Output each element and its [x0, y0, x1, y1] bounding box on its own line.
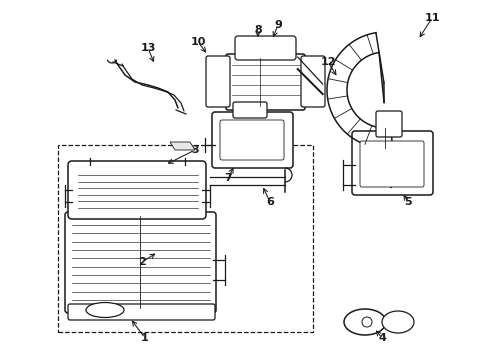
FancyBboxPatch shape — [68, 161, 206, 219]
FancyBboxPatch shape — [360, 141, 424, 187]
Ellipse shape — [382, 311, 414, 333]
Polygon shape — [170, 142, 195, 150]
Polygon shape — [327, 33, 394, 148]
Text: 8: 8 — [254, 25, 262, 35]
FancyBboxPatch shape — [233, 102, 267, 118]
FancyBboxPatch shape — [376, 111, 402, 137]
Text: 3: 3 — [191, 145, 199, 155]
FancyBboxPatch shape — [212, 112, 293, 168]
Text: 13: 13 — [140, 43, 156, 53]
FancyBboxPatch shape — [352, 131, 433, 195]
Text: 9: 9 — [274, 20, 282, 30]
Text: 4: 4 — [378, 333, 386, 343]
Text: 5: 5 — [404, 197, 412, 207]
Text: 11: 11 — [424, 13, 440, 23]
FancyBboxPatch shape — [301, 56, 325, 107]
FancyBboxPatch shape — [235, 36, 296, 60]
FancyBboxPatch shape — [68, 304, 215, 320]
Text: 1: 1 — [141, 333, 149, 343]
Ellipse shape — [86, 302, 124, 318]
FancyBboxPatch shape — [220, 120, 284, 160]
Bar — [58, 145, 313, 332]
Text: 2: 2 — [138, 257, 146, 267]
FancyBboxPatch shape — [206, 56, 230, 107]
FancyBboxPatch shape — [226, 54, 305, 110]
Text: 7: 7 — [224, 173, 232, 183]
Text: 12: 12 — [320, 57, 336, 67]
Ellipse shape — [344, 309, 386, 335]
FancyBboxPatch shape — [65, 212, 216, 313]
Ellipse shape — [362, 317, 372, 327]
Text: 6: 6 — [266, 197, 274, 207]
Text: 10: 10 — [190, 37, 206, 47]
